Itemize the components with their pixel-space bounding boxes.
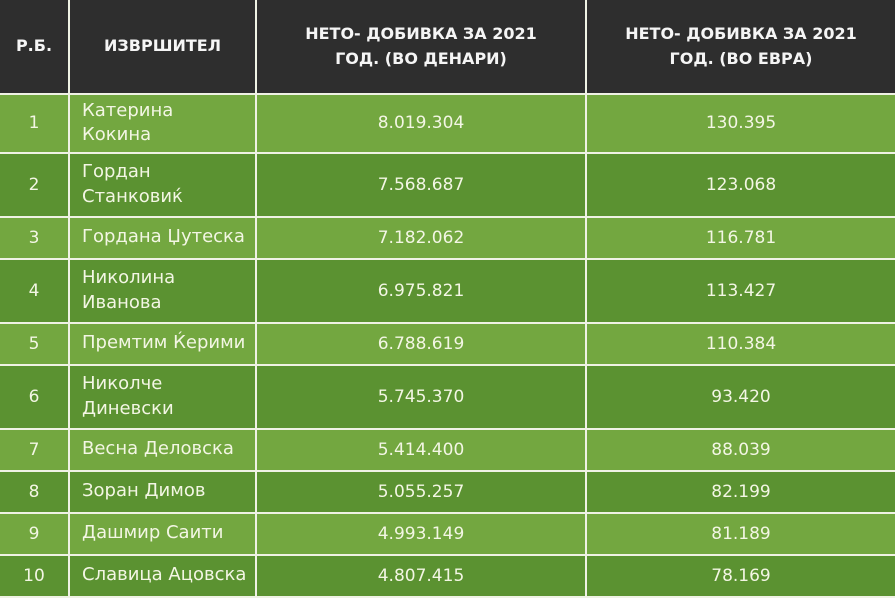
denari-value: 7.182.062 (255, 217, 585, 260)
table-row: 6 Николче Диневски 5.745.370 93.420 (0, 365, 895, 430)
evra-value: 93.420 (585, 365, 895, 430)
table-row: 8 Зоран Димов 5.055.257 82.199 (0, 471, 895, 514)
executor-name: Весна Деловска (68, 429, 255, 472)
executor-name: Катерина Кокина (68, 95, 255, 154)
denari-value: 7.568.687 (255, 153, 585, 218)
executor-name: Николина Иванова (68, 259, 255, 324)
table-body: 1 Катерина Кокина 8.019.304 130.395 2 Гордан … (0, 95, 895, 598)
denari-value: 4.807.415 (255, 555, 585, 598)
denari-value: 4.993.149 (255, 513, 585, 556)
evra-value: 116.781 (585, 217, 895, 260)
evra-value: 78.169 (585, 555, 895, 598)
denari-value: 6.975.821 (255, 259, 585, 324)
column-header-evra: НЕТО- ДОБИВКА ЗА 2021 ГОД. (ВО ЕВРА) (585, 0, 895, 95)
table-row: 4 Николина Иванова 6.975.821 113.427 (0, 259, 895, 324)
executor-name: Николче Диневски (68, 365, 255, 430)
denari-value: 8.019.304 (255, 95, 585, 154)
column-header-rank: Р.Б. (0, 0, 68, 95)
evra-value: 123.068 (585, 153, 895, 218)
row-rank: 2 (0, 153, 68, 218)
table-row: 1 Катерина Кокина 8.019.304 130.395 (0, 95, 895, 154)
evra-value: 81.189 (585, 513, 895, 556)
table-row: 7 Весна Деловска 5.414.400 88.039 (0, 429, 895, 472)
denari-value: 5.414.400 (255, 429, 585, 472)
row-rank: 9 (0, 513, 68, 556)
table-row: 2 Гордан Станковиќ 7.568.687 123.068 (0, 153, 895, 218)
denari-value: 6.788.619 (255, 323, 585, 366)
row-rank: 5 (0, 323, 68, 366)
row-rank: 7 (0, 429, 68, 472)
evra-value: 130.395 (585, 95, 895, 154)
row-rank: 10 (0, 555, 68, 598)
evra-value: 82.199 (585, 471, 895, 514)
executor-name: Гордан Станковиќ (68, 153, 255, 218)
evra-value: 88.039 (585, 429, 895, 472)
evra-value: 113.427 (585, 259, 895, 324)
table-row: 3 Гордана Џутеска 7.182.062 116.781 (0, 217, 895, 260)
row-rank: 8 (0, 471, 68, 514)
header-row: Р.Б. ИЗВРШИТЕЛ НЕТО- ДОБИВКА ЗА 2021 ГОД… (0, 0, 895, 95)
executor-name: Дашмир Саити (68, 513, 255, 556)
table-row: 10 Славица Ацовска 4.807.415 78.169 (0, 555, 895, 598)
row-rank: 1 (0, 95, 68, 154)
executor-name: Зоран Димов (68, 471, 255, 514)
table-row: 9 Дашмир Саити 4.993.149 81.189 (0, 513, 895, 556)
row-rank: 3 (0, 217, 68, 260)
row-rank: 6 (0, 365, 68, 430)
evra-value: 110.384 (585, 323, 895, 366)
denari-value: 5.055.257 (255, 471, 585, 514)
table-row: 5 Премтим Ќерими 6.788.619 110.384 (0, 323, 895, 366)
denari-value: 5.745.370 (255, 365, 585, 430)
table-header: Р.Б. ИЗВРШИТЕЛ НЕТО- ДОБИВКА ЗА 2021 ГОД… (0, 0, 895, 95)
column-header-denari: НЕТО- ДОБИВКА ЗА 2021 ГОД. (ВО ДЕНАРИ) (255, 0, 585, 95)
executor-name: Славица Ацовска (68, 555, 255, 598)
executor-name: Гордана Џутеска (68, 217, 255, 260)
executor-name: Премтим Ќерими (68, 323, 255, 366)
column-header-name: ИЗВРШИТЕЛ (68, 0, 255, 95)
row-rank: 4 (0, 259, 68, 324)
